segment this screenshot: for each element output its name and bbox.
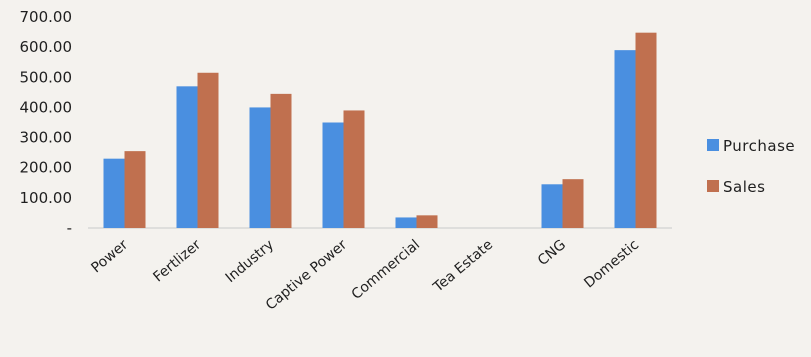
y-tick-label: 400.00: [20, 98, 73, 116]
bar-purchase-cng: [541, 184, 563, 228]
y-tick-label: 500.00: [20, 68, 73, 86]
y-tick-label: 700.00: [20, 8, 73, 26]
x-tick-label: CNG: [535, 237, 569, 269]
x-tick-label: Tea Estate: [430, 237, 496, 296]
bar-purchase-commercial: [395, 217, 417, 228]
y-tick-label: 100.00: [20, 189, 73, 207]
y-tick-label: 300.00: [20, 129, 73, 147]
x-tick-label: Fertlizer: [150, 237, 204, 286]
bar-sales-power: [124, 151, 146, 228]
bar-sales-commercial: [416, 215, 438, 228]
bar-sales-captive-power: [343, 110, 365, 228]
y-tick-label: 600.00: [20, 38, 73, 56]
bar-sales-domestic: [635, 32, 657, 228]
x-tick-label: Domestic: [581, 237, 642, 292]
bar-purchase-domestic: [614, 50, 636, 229]
bar-purchase-industry: [249, 107, 271, 228]
bar-purchase-captive-power: [322, 122, 344, 228]
bar-purchase-power: [103, 158, 125, 228]
x-tick-label: Power: [88, 237, 131, 277]
legend-swatch-sales: [707, 180, 719, 192]
legend-swatch-purchase: [707, 139, 719, 151]
bar-sales-fertlizer: [197, 72, 219, 228]
x-tick-label: Commercial: [349, 237, 423, 303]
y-tick-label: -: [67, 219, 72, 237]
legend-label-purchase: Purchase: [723, 137, 795, 155]
x-tick-label: Industry: [223, 237, 277, 286]
y-tick-label: 200.00: [20, 159, 73, 177]
bar-sales-cng: [562, 179, 584, 228]
bar-sales-industry: [270, 93, 292, 228]
bar-purchase-fertlizer: [176, 86, 198, 228]
legend-label-sales: Sales: [723, 178, 765, 196]
